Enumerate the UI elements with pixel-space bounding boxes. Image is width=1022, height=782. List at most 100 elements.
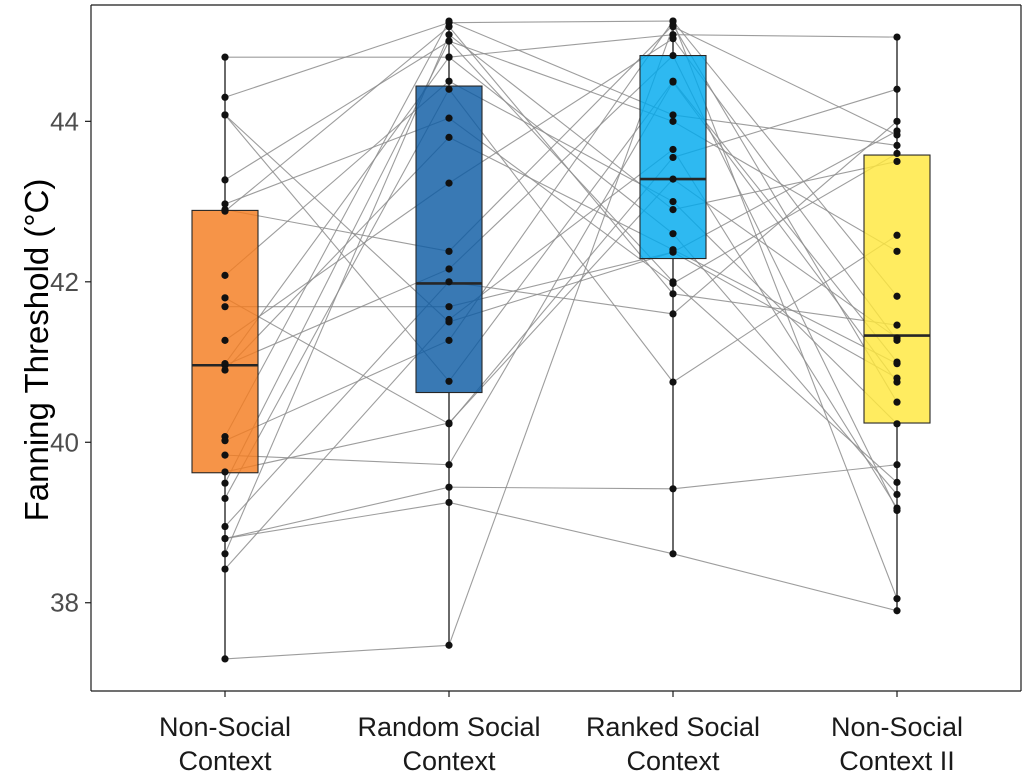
subject-line-segment [672,120,898,252]
subject-line-segment [672,178,898,339]
subject-line-segment [224,114,450,382]
subject-line-segment [672,120,898,315]
data-point [893,490,901,499]
data-point [221,479,229,487]
data-point [221,494,229,503]
subject-line-segment [672,233,898,495]
box [415,85,483,394]
data-point [445,85,453,93]
data-point [221,565,229,573]
subject-line-segment [224,40,450,484]
subject-line-segment [672,38,898,341]
x-tick-label: Ranked Social [586,712,760,742]
subject-line-segment [448,178,674,424]
subject-line-segment [448,40,674,283]
data-point [221,534,229,543]
whiskers [224,21,898,659]
subject-line-segment [224,454,450,466]
data-point [445,37,453,45]
data-point [893,141,901,150]
subject-line-segment [448,80,674,203]
data-point [669,290,677,298]
data-point [893,607,901,615]
y-axis-title: Fanning Threshold (°C) [18,179,55,522]
subject-line-segment [224,26,450,212]
subject-line-segment [224,268,450,366]
data-points [221,17,901,663]
subject-line-segment [448,24,674,252]
subject-line-segment [448,148,674,320]
data-point [445,377,453,385]
subject-line-segment [672,26,898,136]
data-point [893,360,901,368]
data-point [221,303,229,311]
subject-line-segment [224,339,450,442]
data-point [445,23,453,31]
data-point [445,641,453,649]
data-point [221,366,229,374]
data-point [445,278,453,286]
data-point [669,230,677,238]
subject-line-segment [448,88,674,383]
subject-line-segment [224,117,450,205]
data-point [669,35,677,43]
subject-line-segment [224,644,450,660]
data-point [893,292,901,300]
data-point [445,114,453,122]
data-point [893,334,901,342]
data-point [669,17,677,25]
data-point [893,504,901,512]
subject-line-segment [224,319,450,570]
subject-line-segment [448,157,674,425]
data-point [893,478,901,486]
subject-line-segment [224,486,450,540]
data-point [669,51,677,60]
subject-line-segment [672,201,898,425]
data-point [669,111,677,119]
data-point [221,200,229,208]
data-point [445,498,453,507]
subject-line-segment [672,553,898,612]
subject-line-segment [448,38,674,184]
data-point [445,133,453,141]
x-tick-label: Non-Social [159,712,291,742]
subject-line-segment [448,26,674,646]
data-point [893,321,901,329]
data-point [221,93,229,101]
subject-line-segment [672,234,898,383]
subject-line-segment [224,137,450,371]
data-point [893,117,901,125]
data-point [669,23,677,31]
subject-line-segment [224,114,450,323]
subject-line-segment [224,281,450,527]
data-point [669,205,677,214]
subject-line-segment [672,249,898,365]
subject-line-segment [672,24,898,403]
data-point [893,420,901,428]
data-point [669,145,677,154]
subject-line-segment [224,34,450,555]
data-point [669,78,677,86]
y-tick-label: 44 [50,106,79,136]
data-point [445,336,453,344]
data-point [221,522,229,531]
data-point [893,378,901,386]
subject-line-segment [224,56,450,364]
data-point [221,207,229,215]
data-point [669,378,677,386]
axes [90,4,1022,692]
data-point [445,247,453,255]
subject-line-segment [672,152,898,284]
subject-line-segment [672,160,898,211]
x-tick-label: Random Social [357,712,540,742]
data-point [445,483,453,491]
subject-line-segment [224,501,450,540]
subject-line-segment [448,486,674,490]
y-axis-ticks: 38 40 42 44 [50,106,91,618]
data-point [221,53,229,61]
subject-line-segment [448,501,674,555]
data-point [445,31,453,39]
data-point [445,77,453,85]
data-point [893,33,901,41]
x-tick-label: Context [626,746,720,776]
